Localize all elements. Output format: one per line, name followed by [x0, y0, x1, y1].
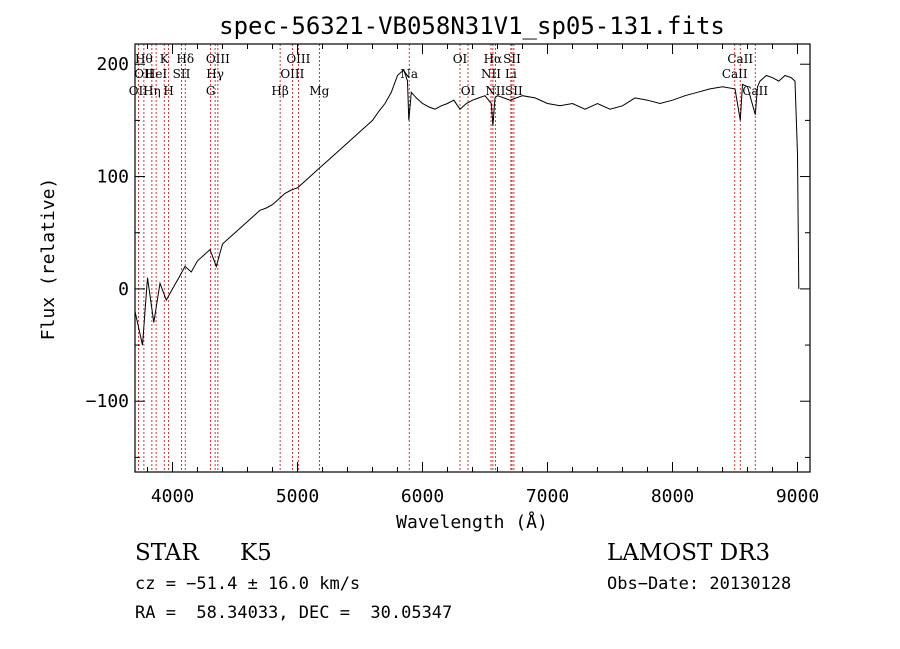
line-label: Hδ [176, 52, 194, 66]
line-label: OIII [206, 52, 230, 66]
sky-coordinates: RA = 58.34033, DEC = 30.05347 [135, 603, 453, 623]
line-label: NII [481, 67, 501, 81]
x-tick-label: 7000 [526, 486, 569, 507]
line-label: SII [173, 67, 191, 81]
plot-frame [134, 43, 811, 473]
line-label: CaII [727, 52, 753, 66]
line-label: OII [134, 67, 154, 81]
line-label: Mg [309, 84, 329, 98]
x-tick-label: 5000 [276, 486, 319, 507]
line-label: OI [461, 84, 476, 98]
object-subclass: K5 [240, 540, 272, 566]
x-axis-label: Wavelength (Å) [396, 511, 548, 533]
line-label: CaII [742, 84, 768, 98]
x-tick-label: 8000 [651, 486, 694, 507]
line-label: NII [485, 84, 505, 98]
observation-date: Obs−Date: 20130128 [607, 574, 792, 594]
chart-title: spec-56321-VB058N31V1_sp05-131.fits [219, 12, 725, 40]
y-tick-label: 200 [96, 54, 129, 75]
line-label: G [206, 84, 216, 98]
line-label: OII [129, 84, 149, 98]
x-tick-label: 4000 [151, 486, 194, 507]
line-label: OIII [280, 67, 304, 81]
object-class: STAR [135, 540, 199, 566]
spectrum-line [134, 68, 800, 346]
line-label: HeI [145, 67, 168, 81]
line-label: OI [453, 52, 468, 66]
line-label: H [163, 84, 173, 98]
line-label: SII [503, 52, 521, 66]
line-label: K [160, 52, 170, 66]
line-label: Hα [484, 52, 503, 66]
axis-ticks: 4000 5000 6000 7000 8000 9000 −100 0 100 200 [86, 44, 819, 507]
line-label: Na [400, 67, 418, 81]
emission-line-labels: OIIHθOIIHηHeIKHSIIHδGHγOIIIHβOIIIOIIIMgN… [129, 52, 769, 98]
x-tick-label: 9000 [776, 486, 819, 507]
emission-line-markers [137, 44, 756, 472]
line-label: OIII [286, 52, 310, 66]
y-tick-label: 0 [118, 279, 129, 300]
y-axis-label: Flux (relative) [38, 178, 59, 341]
y-tick-label: 100 [96, 167, 129, 188]
line-label: Hθ [135, 52, 153, 66]
line-label: SII [505, 84, 523, 98]
line-label: Hβ [271, 84, 288, 98]
line-label: Li [505, 67, 517, 81]
line-label: Hη [143, 84, 161, 98]
survey-name: LAMOST DR3 [607, 540, 771, 566]
line-label: Hγ [206, 67, 224, 81]
line-label: CaII [722, 67, 748, 81]
redshift-value: cz = −51.4 ± 16.0 km/s [135, 574, 361, 594]
y-tick-label: −100 [86, 391, 129, 412]
x-tick-label: 6000 [401, 486, 444, 507]
